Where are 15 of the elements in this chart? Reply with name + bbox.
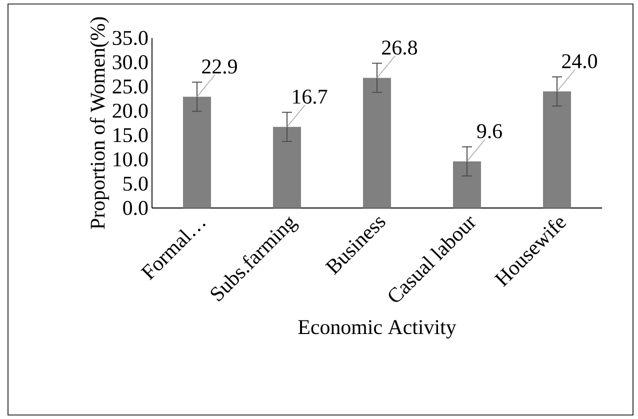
y-tick-label: 10.0 [114,152,148,167]
data-label: 26.8 [382,40,418,55]
x-axis-title: Economic Activity [298,320,456,338]
y-tick-label: 0.0 [123,200,148,216]
y-axis-title: Proportion of Women(%) [90,17,110,230]
y-tick-label: 20.0 [112,104,148,118]
data-label: 22.9 [202,60,237,74]
data-label: 9.6 [477,124,502,138]
y-tick-label: 30.0 [112,55,148,70]
y-tick-label: 5.0 [124,176,148,191]
data-label: 16.7 [293,90,328,104]
y-tick-label: 25.0 [112,79,148,94]
y-tick-label: 35.0 [112,30,148,46]
y-tick-label: 15.0 [114,128,148,142]
data-label: 24.0 [562,54,598,68]
